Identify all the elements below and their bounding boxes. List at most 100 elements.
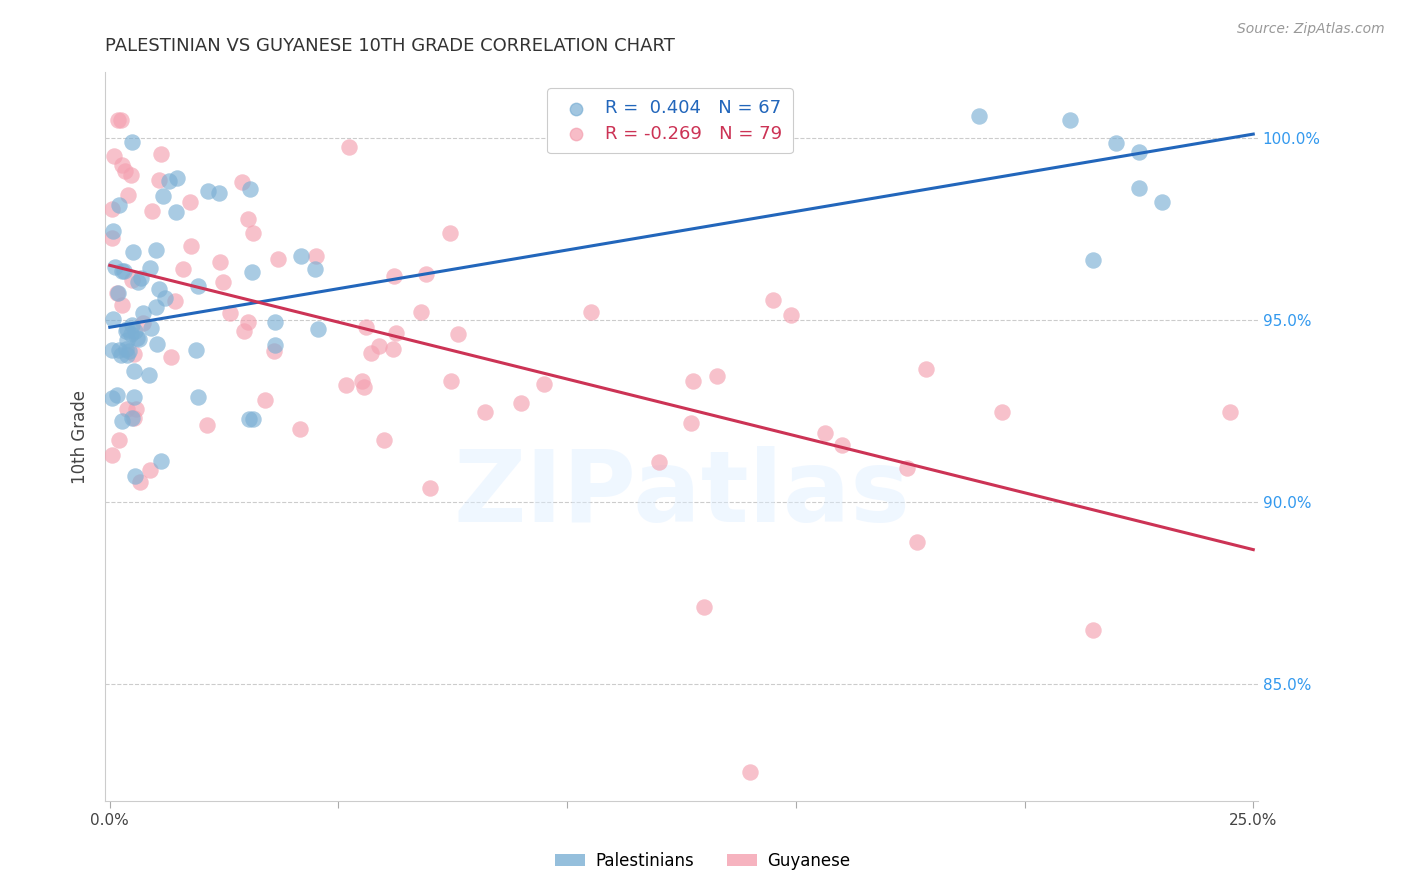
- Point: [474, 405, 496, 419]
- Point: [533, 377, 555, 392]
- Point: [146, 337, 169, 351]
- Point: [108, 198, 131, 212]
- Point: [120, 168, 142, 182]
- Point: [236, 315, 259, 329]
- Point: [148, 282, 170, 296]
- Point: [166, 171, 188, 186]
- Point: [740, 764, 762, 779]
- Point: [682, 374, 704, 388]
- Point: [288, 422, 311, 436]
- Point: [145, 300, 167, 314]
- Point: [127, 275, 149, 289]
- Point: [110, 348, 132, 362]
- Point: [157, 174, 180, 188]
- Point: [447, 326, 470, 341]
- Legend: R =  0.404   N = 67, R = -0.269   N = 79: R = 0.404 N = 67, R = -0.269 N = 79: [547, 88, 793, 153]
- Point: [107, 112, 129, 127]
- Point: [242, 226, 264, 240]
- Point: [1150, 194, 1173, 209]
- Point: [160, 350, 183, 364]
- Point: [101, 448, 124, 462]
- Point: [337, 140, 360, 154]
- Point: [290, 249, 312, 263]
- Point: [122, 364, 145, 378]
- Point: [242, 412, 264, 426]
- Point: [104, 260, 127, 275]
- Point: [124, 390, 146, 404]
- Point: [440, 374, 463, 388]
- Point: [141, 203, 163, 218]
- Point: [121, 318, 143, 332]
- Point: [124, 324, 146, 338]
- Point: [419, 481, 441, 495]
- Point: [138, 368, 160, 382]
- Point: [153, 291, 176, 305]
- Point: [409, 305, 432, 319]
- Point: [132, 316, 155, 330]
- Point: [112, 264, 135, 278]
- Point: [101, 343, 124, 357]
- Point: [305, 249, 328, 263]
- Point: [101, 231, 124, 245]
- Point: [115, 402, 138, 417]
- Legend: Palestinians, Guyanese: Palestinians, Guyanese: [548, 846, 858, 877]
- Point: [132, 306, 155, 320]
- Point: [304, 261, 326, 276]
- Point: [103, 149, 125, 163]
- Point: [124, 347, 146, 361]
- Point: [125, 401, 148, 416]
- Point: [179, 195, 201, 210]
- Point: [253, 392, 276, 407]
- Point: [219, 306, 242, 320]
- Point: [105, 388, 128, 402]
- Point: [114, 164, 136, 178]
- Point: [415, 267, 437, 281]
- Point: [1128, 181, 1150, 195]
- Y-axis label: 10th Grade: 10th Grade: [72, 390, 89, 483]
- Point: [831, 438, 853, 452]
- Point: [186, 343, 208, 358]
- Point: [139, 463, 162, 477]
- Point: [239, 182, 262, 196]
- Point: [681, 416, 703, 430]
- Point: [382, 268, 405, 283]
- Point: [124, 468, 146, 483]
- Point: [115, 342, 138, 356]
- Point: [693, 600, 716, 615]
- Point: [264, 315, 287, 329]
- Point: [1059, 112, 1081, 127]
- Point: [352, 374, 374, 388]
- Point: [231, 175, 253, 189]
- Point: [814, 426, 837, 441]
- Point: [209, 255, 232, 269]
- Point: [114, 324, 136, 338]
- Point: [382, 343, 405, 357]
- Point: [264, 338, 287, 352]
- Point: [1105, 136, 1128, 150]
- Point: [129, 271, 152, 285]
- Point: [208, 186, 231, 201]
- Point: [335, 377, 357, 392]
- Point: [101, 311, 124, 326]
- Point: [896, 461, 918, 475]
- Point: [439, 226, 461, 240]
- Point: [122, 411, 145, 425]
- Point: [762, 293, 785, 307]
- Point: [121, 244, 143, 259]
- Point: [180, 239, 202, 253]
- Point: [1219, 405, 1241, 419]
- Point: [105, 286, 128, 301]
- Point: [139, 260, 162, 275]
- Point: [360, 346, 382, 360]
- Point: [120, 327, 142, 342]
- Point: [150, 146, 173, 161]
- Point: [101, 224, 124, 238]
- Point: [148, 173, 170, 187]
- Point: [706, 368, 728, 383]
- Point: [236, 212, 259, 227]
- Point: [125, 331, 148, 345]
- Point: [110, 158, 132, 172]
- Text: Source: ZipAtlas.com: Source: ZipAtlas.com: [1237, 22, 1385, 37]
- Point: [115, 322, 138, 336]
- Point: [579, 304, 602, 318]
